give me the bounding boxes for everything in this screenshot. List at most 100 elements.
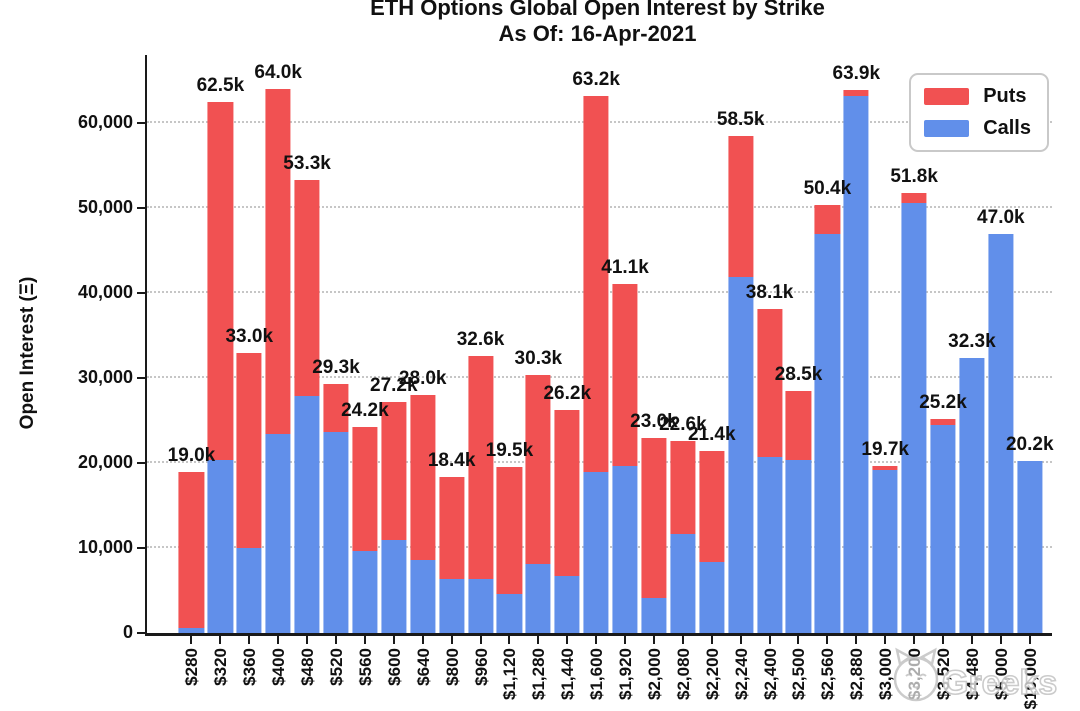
calls-segment xyxy=(467,578,494,633)
x-tick-mark xyxy=(421,636,424,644)
bar-slot: 26.2k $1,440 xyxy=(543,55,591,700)
bar-value-label: 30.3k xyxy=(514,348,563,370)
x-tick-mark xyxy=(652,636,655,644)
puts-segment xyxy=(381,401,407,540)
bar-value-label: 19.0k xyxy=(167,444,216,466)
x-tick-label: $2,240 xyxy=(731,648,751,700)
y-tick-mark xyxy=(137,207,145,209)
bar-slot: 27.2k $600 xyxy=(370,55,418,686)
stacked-bar xyxy=(352,427,378,633)
bar-value-label: 24.2k xyxy=(341,400,389,422)
puts-segment xyxy=(930,418,956,425)
calls-segment xyxy=(525,564,551,633)
calls-segment xyxy=(959,358,985,633)
calls-segment xyxy=(641,598,667,633)
stacked-bar xyxy=(670,440,696,633)
puts-color-swatch xyxy=(924,88,970,105)
bar-slot: 63.9k $2,880 xyxy=(833,55,881,700)
y-tick-label: 30,000 xyxy=(77,367,133,387)
bar-slot: 28.0k $640 xyxy=(399,55,447,686)
calls-segment xyxy=(439,579,465,633)
bar-value-label: 26.2k xyxy=(543,383,592,405)
calls-segment xyxy=(294,395,320,633)
calls-segment xyxy=(670,534,696,633)
bar-slot: 18.4k $800 xyxy=(428,55,476,686)
stacked-bar xyxy=(872,465,898,633)
x-tick-label: $640 xyxy=(413,648,433,686)
calls-segment xyxy=(496,593,522,633)
stacked-bar xyxy=(785,390,812,633)
x-tick-label: $400 xyxy=(269,648,289,686)
bar-slot: 32.6k $960 xyxy=(457,55,505,686)
puts-segment xyxy=(178,471,205,628)
puts-segment xyxy=(728,135,754,277)
puts-segment xyxy=(294,179,320,396)
stacked-bar xyxy=(728,135,754,633)
puts-segment xyxy=(236,352,262,548)
bar-slot: 29.3k $520 xyxy=(312,55,360,686)
y-tick-label: 0 xyxy=(122,622,133,642)
x-tick-label: $1,440 xyxy=(558,648,578,700)
stacked-bar xyxy=(641,437,667,633)
calls-segment xyxy=(728,276,754,633)
puts-segment xyxy=(525,375,551,565)
bar-value-label: 63.2k xyxy=(572,68,620,90)
x-tick-label: $320 xyxy=(211,648,231,686)
stacked-bar xyxy=(1017,461,1043,633)
stacked-bar xyxy=(814,204,840,633)
bar-slot: 19.0k $280 xyxy=(168,55,216,686)
bar-value-label: 53.3k xyxy=(283,152,331,174)
bar-value-label: 64.0k xyxy=(254,62,302,83)
puts-segment xyxy=(265,89,291,435)
stacked-bar xyxy=(554,410,580,633)
y-tick-mark xyxy=(137,632,145,634)
calls-segment xyxy=(410,559,436,633)
bar-slot: 19.5k $1,120 xyxy=(486,55,534,700)
x-tick-mark xyxy=(190,636,193,644)
x-tick-label: $2,000 xyxy=(644,648,664,700)
x-tick-mark xyxy=(479,636,482,644)
x-tick-label: $360 xyxy=(240,648,260,686)
bar-value-label: 29.3k xyxy=(312,356,360,378)
x-tick-label: $280 xyxy=(182,648,202,686)
stacked-bar xyxy=(988,233,1014,633)
x-tick-label: $520 xyxy=(326,648,346,686)
calls-segment xyxy=(988,233,1014,633)
bar-value-label: 33.0k xyxy=(225,325,274,347)
bar-slot: 51.8k$3,200 xyxy=(890,55,938,700)
puts-segment xyxy=(496,467,522,594)
bar-slot: 24.2k $560 xyxy=(341,55,389,686)
y-tick-label: 40,000 xyxy=(77,282,133,302)
puts-segment xyxy=(467,355,494,579)
x-tick-mark xyxy=(624,636,627,644)
legend-item-puts: Puts xyxy=(924,85,1031,108)
bar-value-label: 18.4k xyxy=(427,449,476,471)
bar-value-label: 63.9k xyxy=(832,62,881,84)
puts-segment xyxy=(583,95,609,473)
bar-value-label: 58.5k xyxy=(716,108,765,130)
calls-segment xyxy=(930,424,956,633)
x-tick-mark xyxy=(566,636,569,644)
bar-slot: 64.0k $400 xyxy=(254,55,302,686)
stacked-bar xyxy=(583,95,609,633)
x-tick-label: $800 xyxy=(442,648,462,686)
x-tick-mark xyxy=(826,636,829,644)
stacked-bar xyxy=(757,309,783,633)
puts-segment xyxy=(901,192,927,203)
bar-value-label: 27.2k xyxy=(370,374,418,396)
calls-segment xyxy=(757,457,783,633)
x-tick-label: $560 xyxy=(355,648,375,686)
y-tick-mark xyxy=(137,122,145,124)
puts-segment xyxy=(814,204,840,234)
bar-value-label: 28.5k xyxy=(774,363,823,385)
bar-slot: 32.3k $4,480 xyxy=(948,55,996,700)
calls-segment xyxy=(814,233,840,633)
x-tick-mark xyxy=(306,636,309,644)
bar-value-label: 21.4k xyxy=(687,424,736,446)
calls-color-swatch xyxy=(924,120,970,137)
watermark-greeks-logo: Greeks xyxy=(886,646,1076,711)
bar-slot: 47.0k $5,000 xyxy=(977,55,1025,701)
bar-slot: 19.7k $3,000 xyxy=(861,55,909,700)
cat-icon xyxy=(893,647,939,702)
